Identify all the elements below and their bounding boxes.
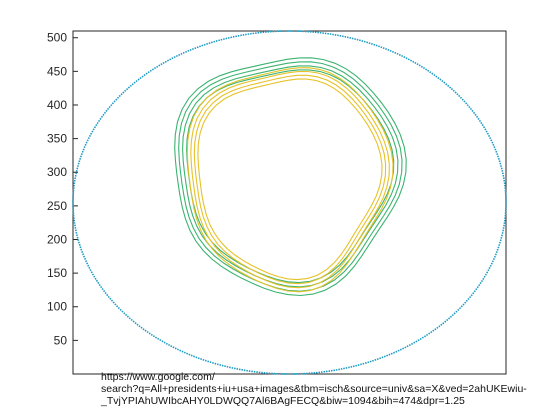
y-tick-label: 300 (47, 165, 67, 179)
y-tick-label: 50 (54, 333, 68, 347)
y-axis-ticks: 50 100 150 200 250 300 350 400 450 500 (47, 31, 78, 347)
url-line-3: _TvjYPIAhUWIbcAHY0LDWQQ7Al6BAgFECQ&biw=1… (100, 395, 465, 407)
contour-lines (72, 30, 507, 375)
y-tick-label: 500 (47, 31, 67, 45)
contour-line-high (186, 67, 394, 293)
y-tick-label: 350 (47, 132, 67, 146)
contour-line-high (193, 74, 387, 285)
contour-line-high (197, 78, 383, 281)
y-tick-label: 450 (47, 64, 67, 78)
y-tick-label: 100 (47, 300, 67, 314)
y-tick-label: 150 (47, 266, 67, 280)
contour-line-mid (178, 61, 403, 292)
contour-line-mid (174, 57, 407, 297)
url-line-1: https://www.google.com/ (101, 371, 215, 383)
url-overlay-text: https://www.google.com/ search?q=All+pre… (100, 371, 527, 407)
url-line-2: search?q=All+presidents+iu+usa+images&tb… (101, 383, 527, 395)
contour-line-mid (182, 65, 399, 288)
contour-line-high (190, 70, 390, 289)
y-tick-label: 250 (47, 199, 67, 213)
axes-box (72, 30, 507, 375)
contour-line-outer (72, 30, 507, 375)
y-tick-label: 200 (47, 232, 67, 246)
y-tick-label: 400 (47, 98, 67, 112)
